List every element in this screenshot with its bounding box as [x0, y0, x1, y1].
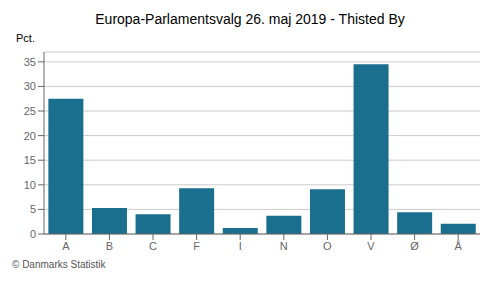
svg-text:N: N [280, 240, 288, 252]
svg-text:10: 10 [24, 179, 36, 191]
svg-text:V: V [367, 240, 375, 252]
svg-text:Å: Å [455, 240, 463, 252]
svg-text:0: 0 [30, 228, 36, 240]
svg-text:25: 25 [24, 105, 36, 117]
svg-text:C: C [149, 240, 157, 252]
svg-text:F: F [193, 240, 200, 252]
html-text:© Danmarks Statistik: © Danmarks Statistik [12, 259, 106, 270]
svg-text:20: 20 [24, 130, 36, 142]
html-text:Europa-Parlamentsvalg 26. maj: Europa-Parlamentsvalg 26. maj 2019 - Thi… [95, 11, 405, 27]
svg-text:Ø: Ø [410, 240, 419, 252]
svg-text:5: 5 [30, 203, 36, 215]
svg-text:O: O [323, 240, 332, 252]
svg-text:30: 30 [24, 80, 36, 92]
svg-text:A: A [62, 240, 70, 252]
svg-text:35: 35 [24, 56, 36, 68]
svg-text:B: B [106, 240, 113, 252]
svg-text:I: I [239, 240, 242, 252]
html-text:Pct.: Pct. [16, 32, 35, 44]
svg-text:15: 15 [24, 154, 36, 166]
